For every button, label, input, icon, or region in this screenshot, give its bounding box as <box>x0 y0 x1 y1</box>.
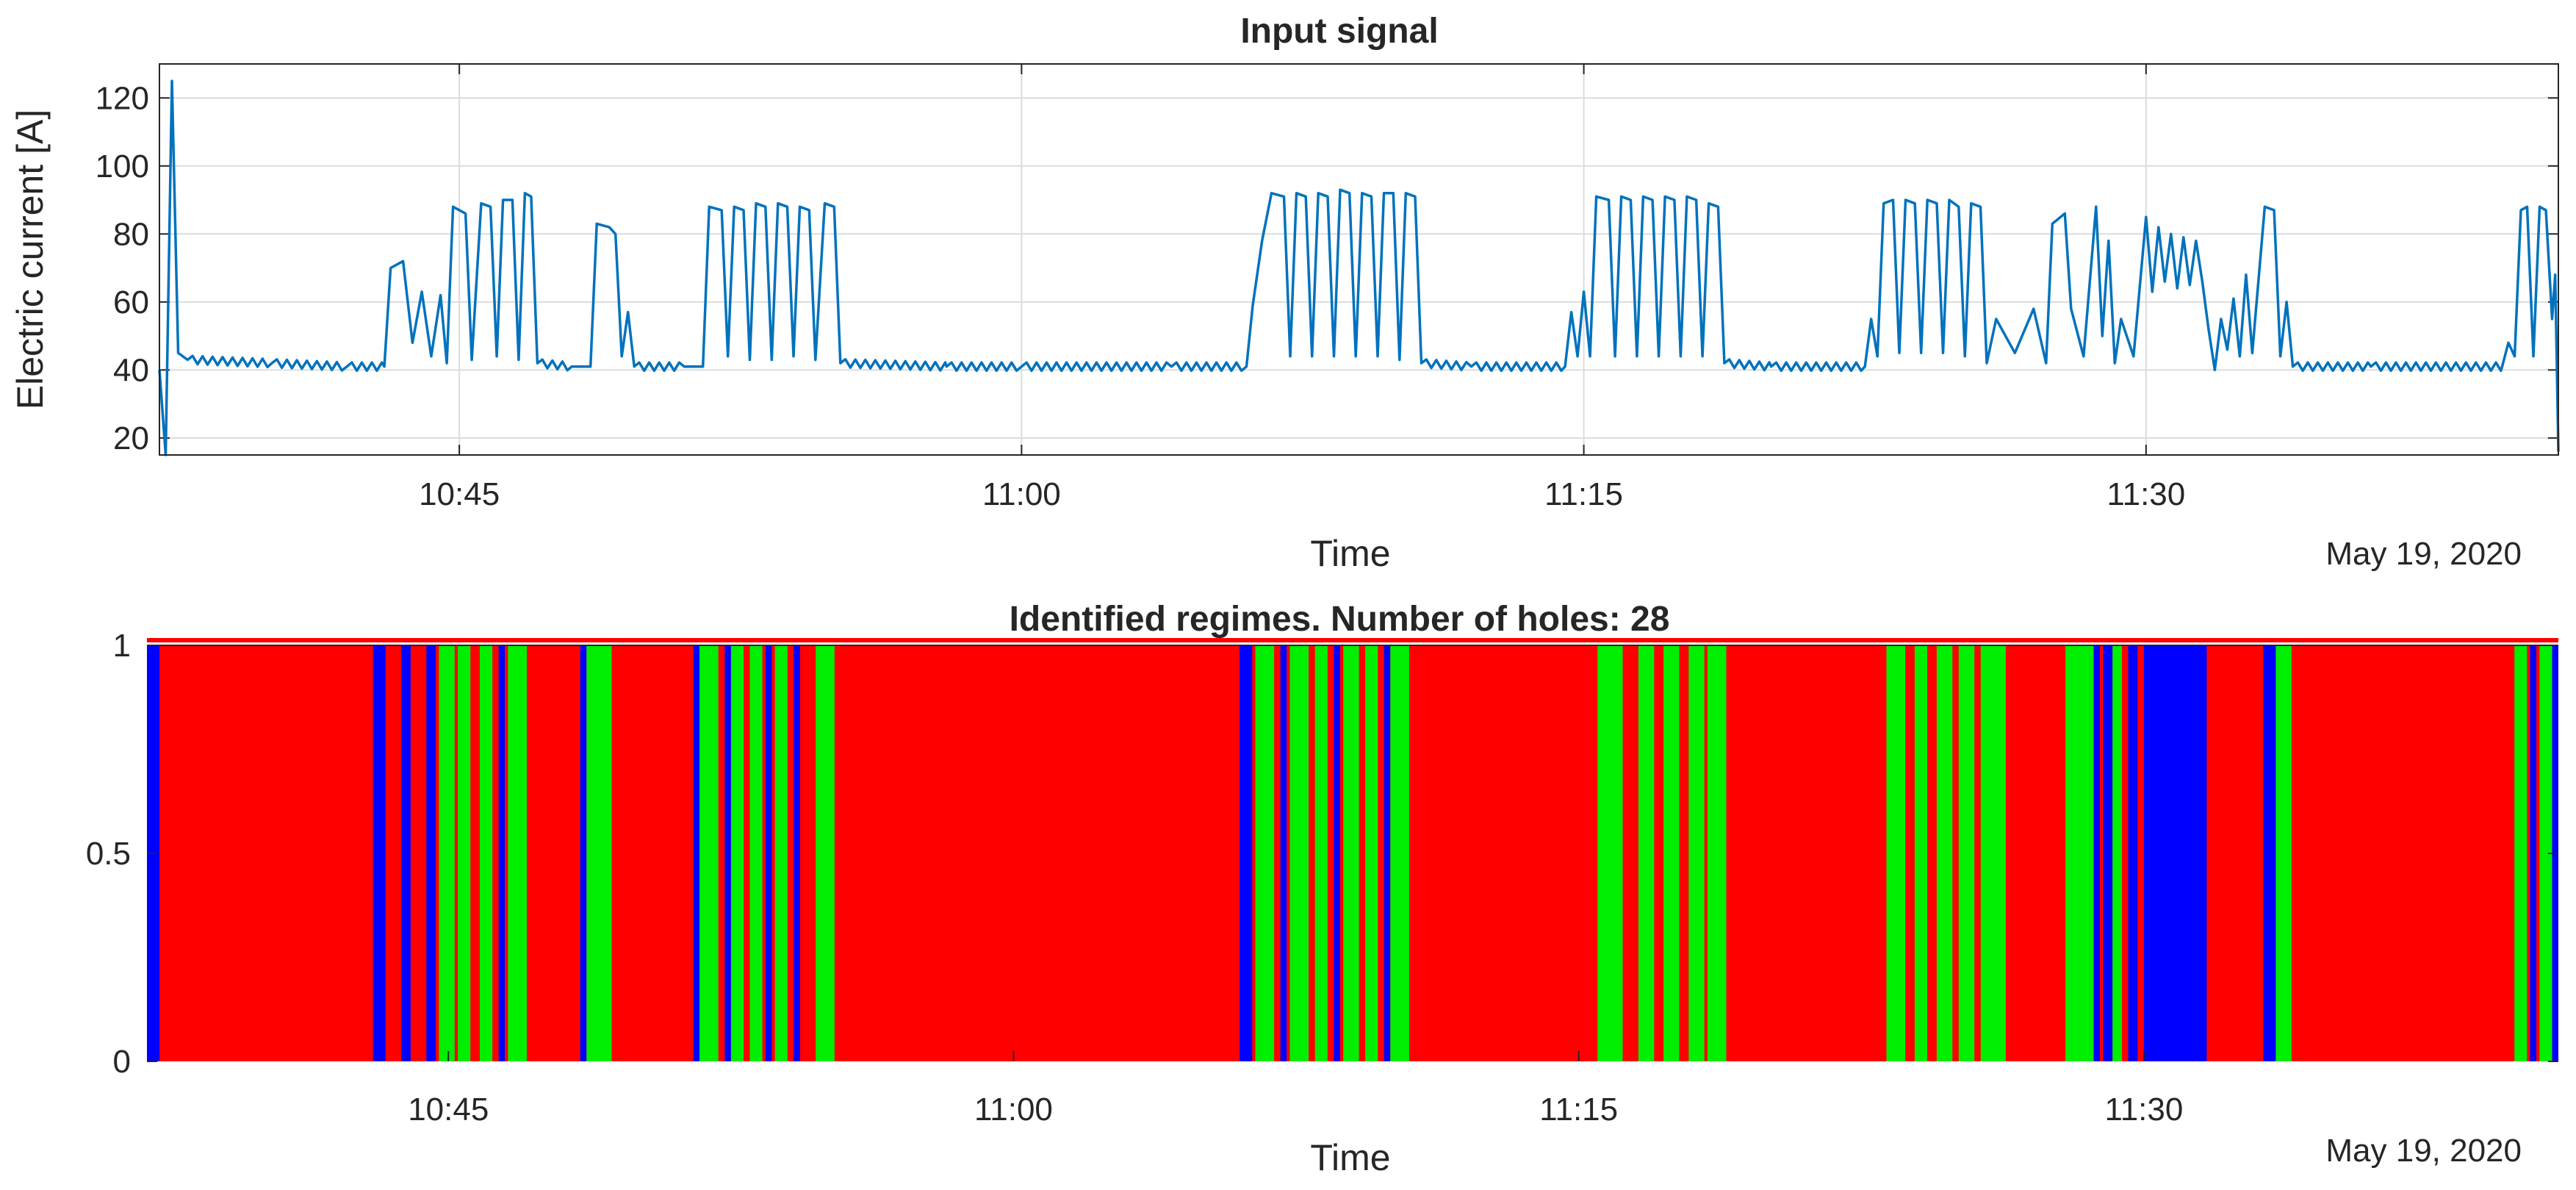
regime-segments <box>147 645 2558 1061</box>
regime-segment <box>373 645 386 1061</box>
x-tick-label: 11:30 <box>2104 1092 2183 1128</box>
y-tick-labels: 20 40 60 80 100 120 <box>96 80 149 456</box>
regime-segment <box>2530 645 2536 1061</box>
input-signal-chart: Input signal 20 40 60 80 100 120 10:45 11:00 11… <box>10 12 2560 574</box>
regime-segment <box>724 645 731 1061</box>
regime-segment <box>580 645 587 1061</box>
regime-segment <box>2263 645 2276 1061</box>
regime-segment <box>816 645 835 1061</box>
regime-segment <box>2128 645 2138 1061</box>
y-tick-label: 80 <box>113 216 149 252</box>
date-label: May 19, 2020 <box>2325 1133 2522 1169</box>
axes-box <box>159 63 2559 456</box>
regimes-chart: Identified regimes. Number of holes: 28 … <box>86 600 2558 1178</box>
regime-segment <box>1280 645 1287 1061</box>
regime-segment <box>508 645 527 1061</box>
x-tick-labels: 10:45 11:00 11:15 11:30 <box>419 476 2185 512</box>
y-tick-label: 1 <box>113 628 131 664</box>
chart-title: Input signal <box>1240 12 1438 51</box>
regime-segment <box>2065 645 2094 1061</box>
regime-segment <box>1343 645 1359 1061</box>
regime-segment <box>765 645 772 1061</box>
regime-segment <box>749 645 763 1061</box>
regime-segment <box>458 645 471 1061</box>
regime-segment <box>2143 645 2207 1061</box>
regime-segment <box>2103 645 2113 1061</box>
regime-segment <box>794 645 800 1061</box>
regime-segment <box>1914 645 1927 1061</box>
regime-segment <box>1255 645 1275 1061</box>
regime-segment <box>1597 645 1623 1061</box>
regime-segment <box>1289 645 1309 1061</box>
regime-segment <box>426 645 436 1061</box>
regime-segment <box>2514 645 2528 1061</box>
regime-segment <box>1936 645 1953 1061</box>
x-tick-label: 11:30 <box>2107 476 2185 512</box>
regime-segment <box>774 645 788 1061</box>
y-tick-label: 60 <box>113 284 149 320</box>
regime-segment <box>2539 645 2552 1061</box>
x-tick-label: 11:00 <box>982 476 1061 512</box>
series-line <box>158 79 2560 456</box>
regime-segment <box>498 645 506 1061</box>
y-tick-labels: 00.51 <box>86 628 131 1080</box>
x-tick-label: 11:00 <box>974 1092 1053 1128</box>
regime-segment <box>1240 645 1253 1061</box>
regime-segment <box>1958 645 1975 1061</box>
y-tick-label: 0.5 <box>86 836 131 872</box>
regime-segment <box>1314 645 1328 1061</box>
regime-segment <box>1390 645 1409 1061</box>
regime-segment <box>401 645 411 1061</box>
ticks <box>147 645 2558 1062</box>
regime-segment <box>1980 645 2006 1061</box>
x-tick-label: 10:45 <box>419 476 500 512</box>
x-tick-label: 10:45 <box>408 1092 489 1128</box>
y-tick-label: 40 <box>113 352 149 388</box>
regime-segment <box>439 645 455 1061</box>
regime-segment <box>480 645 493 1061</box>
x-axis-label: Time <box>1310 1137 1390 1178</box>
regime-segment <box>693 645 700 1061</box>
regime-segment <box>1688 645 1705 1061</box>
y-tick-label: 120 <box>96 80 149 116</box>
y-tick-label: 20 <box>113 420 149 456</box>
regime-segment <box>2112 645 2122 1061</box>
chart-title: Identified regimes. Number of holes: 28 <box>1010 600 1670 639</box>
regime-segment <box>1663 645 1680 1061</box>
x-tick-label: 11:15 <box>1539 1092 1618 1128</box>
regime-segment <box>730 645 744 1061</box>
regime-segment <box>1365 645 1378 1061</box>
y-tick-label: 100 <box>96 148 149 184</box>
x-tick-labels: 10:45 11:00 11:15 11:30 <box>408 1092 2183 1128</box>
date-label: May 19, 2020 <box>2325 536 2522 572</box>
regime-segment <box>1638 645 1655 1061</box>
regime-segment <box>1886 645 1906 1061</box>
regime-segment <box>2093 645 2100 1061</box>
regime-segment <box>586 645 612 1061</box>
regime-segment <box>699 645 719 1061</box>
regime-segment <box>2275 645 2292 1061</box>
regime-segment <box>1707 645 1727 1061</box>
y-tick-label: 0 <box>113 1044 131 1080</box>
regime-segment <box>1334 645 1340 1061</box>
x-tick-label: 11:15 <box>1544 476 1623 512</box>
y-axis-label: Electric current [A] <box>10 110 51 409</box>
regime-segment <box>1384 645 1391 1061</box>
x-axis-label: Time <box>1310 533 1390 574</box>
